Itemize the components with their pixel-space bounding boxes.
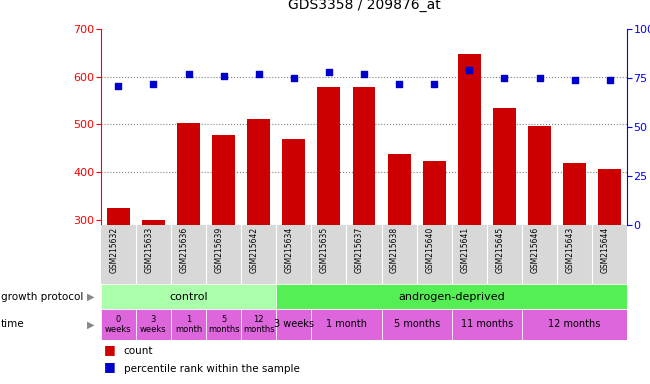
Point: [218, 73, 229, 79]
Point: [534, 74, 545, 81]
Text: 5 months: 5 months: [393, 319, 440, 329]
Bar: [101, 284, 276, 309]
Bar: [522, 309, 627, 340]
Text: ▶: ▶: [86, 291, 94, 302]
Text: GSM215642: GSM215642: [250, 227, 259, 273]
Bar: [317, 87, 341, 225]
Text: growth protocol: growth protocol: [1, 291, 83, 302]
Text: 0
weeks: 0 weeks: [105, 315, 131, 334]
Point: [148, 81, 159, 87]
Bar: [136, 309, 171, 340]
Text: GSM215641: GSM215641: [460, 227, 469, 273]
Bar: [171, 309, 206, 340]
Text: 5
months: 5 months: [208, 315, 239, 334]
Bar: [276, 284, 627, 309]
Bar: [282, 139, 306, 225]
Bar: [206, 309, 241, 340]
Bar: [452, 309, 522, 340]
Text: GDS3358 / 209876_at: GDS3358 / 209876_at: [287, 0, 440, 12]
Text: 12 months: 12 months: [549, 319, 601, 329]
Text: count: count: [124, 346, 153, 356]
Point: [183, 71, 194, 77]
Text: GSM215637: GSM215637: [355, 227, 364, 273]
Text: ■: ■: [104, 360, 116, 373]
Text: GSM215634: GSM215634: [285, 227, 294, 273]
Point: [289, 74, 299, 81]
Bar: [458, 54, 481, 225]
Bar: [276, 309, 311, 340]
Text: ▶: ▶: [86, 319, 94, 329]
Text: GSM215646: GSM215646: [530, 227, 540, 273]
Bar: [528, 126, 551, 225]
Text: GSM215633: GSM215633: [144, 227, 153, 273]
Point: [324, 69, 334, 75]
Point: [569, 77, 580, 83]
Bar: [107, 208, 130, 225]
Bar: [101, 309, 136, 340]
Point: [254, 71, 264, 77]
Text: GSM215639: GSM215639: [214, 227, 224, 273]
Text: 3 weeks: 3 weeks: [274, 319, 314, 329]
Bar: [563, 164, 586, 225]
Text: GSM215643: GSM215643: [566, 227, 575, 273]
Bar: [241, 309, 276, 340]
Text: time: time: [1, 319, 24, 329]
Text: 12
months: 12 months: [243, 315, 274, 334]
Bar: [177, 123, 200, 225]
Text: 1 month: 1 month: [326, 319, 367, 329]
Bar: [247, 119, 270, 225]
Bar: [142, 220, 165, 225]
Text: GSM215638: GSM215638: [390, 227, 399, 273]
Bar: [493, 108, 516, 225]
Text: 11 months: 11 months: [461, 319, 513, 329]
Bar: [352, 87, 376, 225]
Text: GSM215635: GSM215635: [320, 227, 329, 273]
Point: [604, 77, 615, 83]
Text: GSM215644: GSM215644: [601, 227, 610, 273]
Point: [113, 83, 124, 89]
Text: GSM215632: GSM215632: [109, 227, 118, 273]
Text: control: control: [169, 291, 208, 302]
Text: GSM215645: GSM215645: [495, 227, 504, 273]
Text: GSM215640: GSM215640: [425, 227, 434, 273]
Text: ■: ■: [104, 343, 116, 356]
Text: percentile rank within the sample: percentile rank within the sample: [124, 364, 300, 374]
Bar: [422, 161, 446, 225]
Text: 3
weeks: 3 weeks: [140, 315, 166, 334]
Text: 1
month: 1 month: [175, 315, 202, 334]
Point: [359, 71, 369, 77]
Bar: [387, 154, 411, 225]
Bar: [598, 169, 621, 225]
Text: GSM215636: GSM215636: [179, 227, 188, 273]
Point: [429, 81, 439, 87]
Point: [394, 81, 404, 87]
Bar: [311, 309, 382, 340]
Text: androgen-deprived: androgen-deprived: [398, 291, 505, 302]
Point: [464, 67, 474, 73]
Point: [499, 74, 510, 81]
Bar: [212, 135, 235, 225]
Bar: [382, 309, 452, 340]
